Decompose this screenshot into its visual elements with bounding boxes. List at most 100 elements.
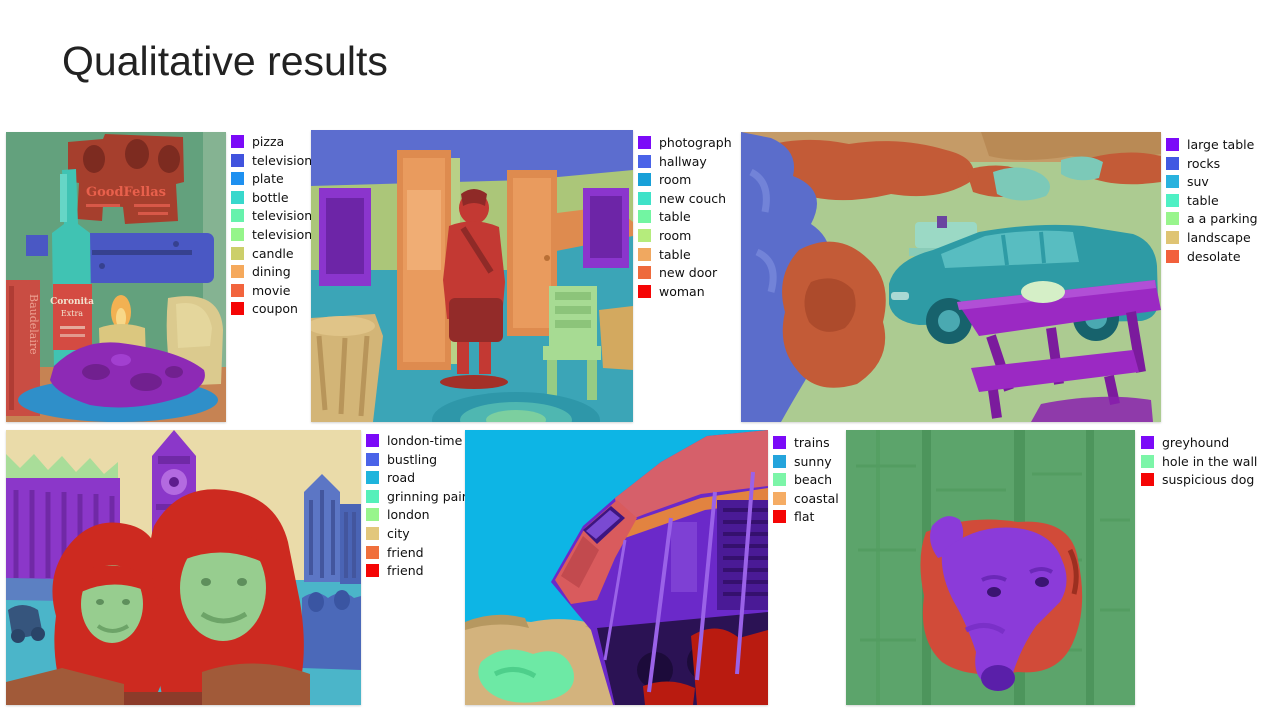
legend-swatch	[1166, 138, 1179, 151]
legend-swatch	[366, 452, 379, 466]
legend-label: new door	[659, 265, 718, 281]
legend-swatch	[773, 436, 786, 449]
legend-label: beach	[794, 472, 833, 488]
legend-label: city	[387, 525, 410, 541]
figure-dog-in-wall	[846, 430, 1135, 705]
legend-swatch	[231, 227, 244, 241]
legend-item: television	[231, 208, 313, 224]
legend-swatch	[638, 154, 651, 168]
legend-item: flat	[773, 509, 839, 525]
legend-swatch	[638, 210, 651, 224]
legend-label: suspicious dog	[1162, 472, 1255, 488]
legend-swatch	[638, 136, 651, 149]
legend-item: london-time	[366, 434, 467, 447]
segmented-photo-still-life: GoodFellas Coronita Extra Baudelaire	[6, 132, 226, 422]
legend-item: new couch	[638, 191, 732, 205]
legend-label: friend	[387, 563, 424, 579]
legend-movie-still-life: pizza television plate bottle television tele…	[231, 135, 312, 321]
legend-swatch	[1166, 249, 1179, 263]
legend-item: beach	[773, 472, 839, 488]
legend-swatch	[366, 526, 379, 540]
legend-item: television	[231, 153, 312, 167]
legend-label: television	[252, 208, 313, 224]
legend-item: candle	[231, 246, 312, 260]
slide-title: Qualitative results	[62, 38, 388, 84]
legend-swatch	[366, 545, 379, 559]
legend-label: rocks	[1187, 155, 1221, 171]
legend-item: room	[638, 228, 732, 242]
segmented-photo-dog-in-wall	[846, 430, 1135, 705]
legend-item: road	[366, 471, 467, 485]
legend-item: photograph	[638, 136, 732, 149]
figure-hallway	[311, 130, 633, 422]
legend-label: pizza	[252, 134, 285, 149]
legend-dog-in-wall: greyhound hole in the wall suspicious dog	[1141, 436, 1257, 492]
legend-item: table	[638, 247, 732, 261]
legend-item: landscape	[1166, 230, 1258, 244]
legend-swatch	[1166, 212, 1179, 226]
segmented-photo-parking-lot	[741, 132, 1161, 422]
legend-swatch	[1141, 436, 1154, 449]
legend-swatch	[231, 135, 244, 148]
legend-swatch	[638, 191, 651, 205]
legend-item: television	[231, 227, 312, 241]
legend-item: coastal	[773, 490, 839, 506]
legend-label: suv	[1187, 174, 1209, 190]
legend-item: london	[366, 507, 467, 523]
legend-label: hallway	[659, 153, 707, 169]
legend-label: trains	[794, 435, 830, 450]
legend-label: friend	[387, 544, 424, 560]
legend-label: photograph	[659, 135, 732, 150]
legend-item: woman	[638, 283, 732, 299]
legend-item: movie	[231, 283, 312, 297]
legend-item: coupon	[231, 301, 312, 317]
legend-swatch	[231, 190, 244, 204]
legend-swatch	[638, 266, 651, 280]
legend-swatch	[1141, 473, 1154, 487]
legend-london-selfie: london-time bustling road grinning pair lond…	[366, 434, 467, 583]
legend-item: desolate	[1166, 249, 1258, 263]
legend-train: trains sunny beach coastal flat	[773, 436, 839, 529]
legend-label: coupon	[252, 301, 298, 317]
legend-item: greyhound	[1141, 436, 1257, 449]
legend-swatch	[366, 489, 379, 503]
legend-label: coastal	[794, 490, 839, 506]
legend-swatch	[1166, 193, 1179, 207]
legend-swatch	[366, 471, 379, 485]
legend-item: city	[366, 525, 467, 541]
legend-item: hole in the wall	[1141, 453, 1258, 469]
legend-label: woman	[659, 283, 705, 299]
book-spine-text: Baudelaire	[27, 294, 40, 355]
legend-item: a a parking	[1166, 212, 1258, 226]
poster-title-text: GoodFellas	[86, 185, 166, 200]
legend-item: table	[638, 210, 732, 224]
legend-parking-lot: large table rocks suv table a a parking lands…	[1166, 138, 1258, 268]
legend-swatch	[1166, 230, 1179, 244]
legend-item: bustling	[366, 451, 467, 467]
legend-swatch	[638, 284, 651, 298]
legend-label: london	[387, 507, 430, 523]
legend-swatch	[773, 454, 786, 468]
legend-label: flat	[794, 509, 815, 525]
bottle-label-text-1: Coronita	[50, 297, 94, 307]
legend-swatch	[1141, 454, 1154, 468]
legend-item: hallway	[638, 153, 732, 169]
legend-item: pizza	[231, 135, 312, 148]
legend-label: hole in the wall	[1162, 453, 1258, 469]
legend-item: room	[638, 173, 732, 187]
legend-item: plate	[231, 172, 312, 186]
legend-swatch	[773, 491, 786, 505]
legend-swatch	[231, 153, 244, 167]
legend-item: new door	[638, 265, 732, 281]
legend-label: grinning pair	[387, 488, 467, 504]
legend-item: rocks	[1166, 155, 1258, 171]
legend-swatch	[231, 283, 244, 297]
legend-label: bustling	[387, 451, 438, 467]
legend-item: suspicious dog	[1141, 472, 1257, 488]
legend-label: bottle	[252, 189, 289, 205]
figure-london-selfie	[6, 430, 361, 705]
segmented-photo-hallway	[311, 130, 633, 422]
segmented-photo-train	[465, 430, 768, 705]
legend-item: large table	[1166, 138, 1258, 151]
